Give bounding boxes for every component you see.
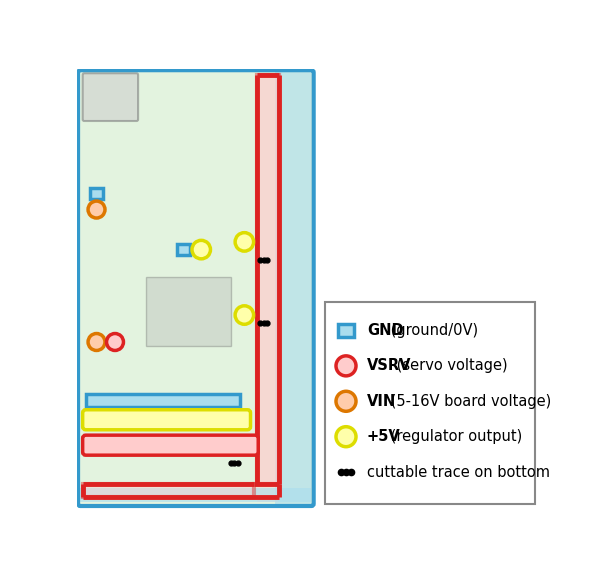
- Bar: [86, 394, 240, 407]
- FancyBboxPatch shape: [83, 410, 251, 430]
- Text: (ground/0V): (ground/0V): [386, 323, 478, 338]
- Bar: [275, 73, 311, 504]
- Circle shape: [336, 391, 356, 411]
- FancyBboxPatch shape: [83, 435, 258, 455]
- Polygon shape: [83, 75, 279, 496]
- Circle shape: [336, 356, 356, 376]
- Text: (5-16V board voltage): (5-16V board voltage): [386, 394, 551, 409]
- Circle shape: [88, 201, 105, 218]
- Text: (servo voltage): (servo voltage): [392, 359, 508, 374]
- Circle shape: [107, 333, 124, 351]
- Text: VSRV: VSRV: [367, 359, 411, 374]
- Bar: [91, 188, 103, 198]
- Bar: [338, 324, 355, 337]
- Text: VIN: VIN: [367, 394, 396, 409]
- Circle shape: [336, 427, 356, 447]
- Bar: [146, 276, 230, 346]
- Text: (regulator output): (regulator output): [386, 429, 522, 444]
- Bar: [176, 244, 190, 255]
- Circle shape: [235, 306, 254, 324]
- Text: cuttable trace on bottom: cuttable trace on bottom: [367, 464, 550, 479]
- Circle shape: [192, 240, 211, 259]
- Bar: [80, 488, 311, 502]
- FancyBboxPatch shape: [325, 302, 535, 504]
- FancyBboxPatch shape: [78, 70, 314, 506]
- Text: +5V: +5V: [367, 429, 401, 444]
- Text: GND: GND: [367, 323, 403, 338]
- Circle shape: [88, 333, 105, 351]
- FancyBboxPatch shape: [83, 73, 138, 121]
- Bar: [257, 74, 278, 502]
- Circle shape: [235, 233, 254, 251]
